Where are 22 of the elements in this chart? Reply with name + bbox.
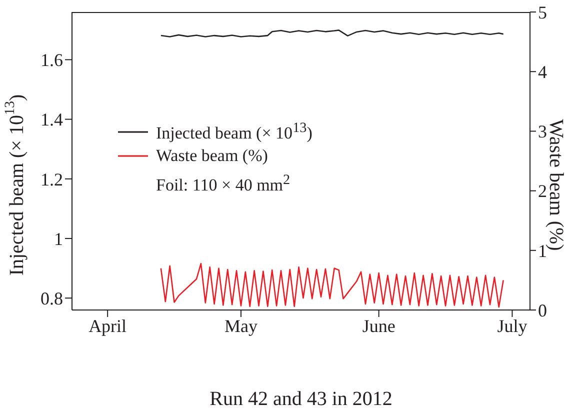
y2-tick-label: 1 xyxy=(538,240,547,261)
line-series xyxy=(160,30,504,38)
y2-axis-title: Waste beam (%) xyxy=(545,119,567,251)
y-tick-label: 1 xyxy=(54,228,63,249)
x-tick-label: April xyxy=(88,316,127,336)
y2-tick-label: 0 xyxy=(538,300,547,320)
y2-tick-label: 3 xyxy=(538,122,547,142)
x-axis-title: Run 42 and 43 in 2012 xyxy=(210,388,392,410)
y-tick-label: 0.8 xyxy=(40,288,63,308)
y-tick-label: 1.2 xyxy=(40,169,63,190)
y2-tick-label: 4 xyxy=(538,62,547,82)
legend-label: Waste beam (%) xyxy=(156,146,268,166)
annotation: Foil: 110 × 40 mm$^{2}$ xyxy=(156,172,290,196)
line-series xyxy=(160,262,504,308)
legend-label: Injected beam (× 10$^{13}$) xyxy=(156,120,312,144)
x-tick-label: June xyxy=(362,316,396,336)
x-tick-label: July xyxy=(497,316,528,336)
y2-tick-label: 5 xyxy=(538,2,547,22)
y-tick-label: 1.4 xyxy=(40,110,63,130)
y-tick-label: 1.6 xyxy=(40,50,63,70)
x-tick-label: May xyxy=(224,316,258,336)
y2-tick-label: 2 xyxy=(538,181,547,202)
